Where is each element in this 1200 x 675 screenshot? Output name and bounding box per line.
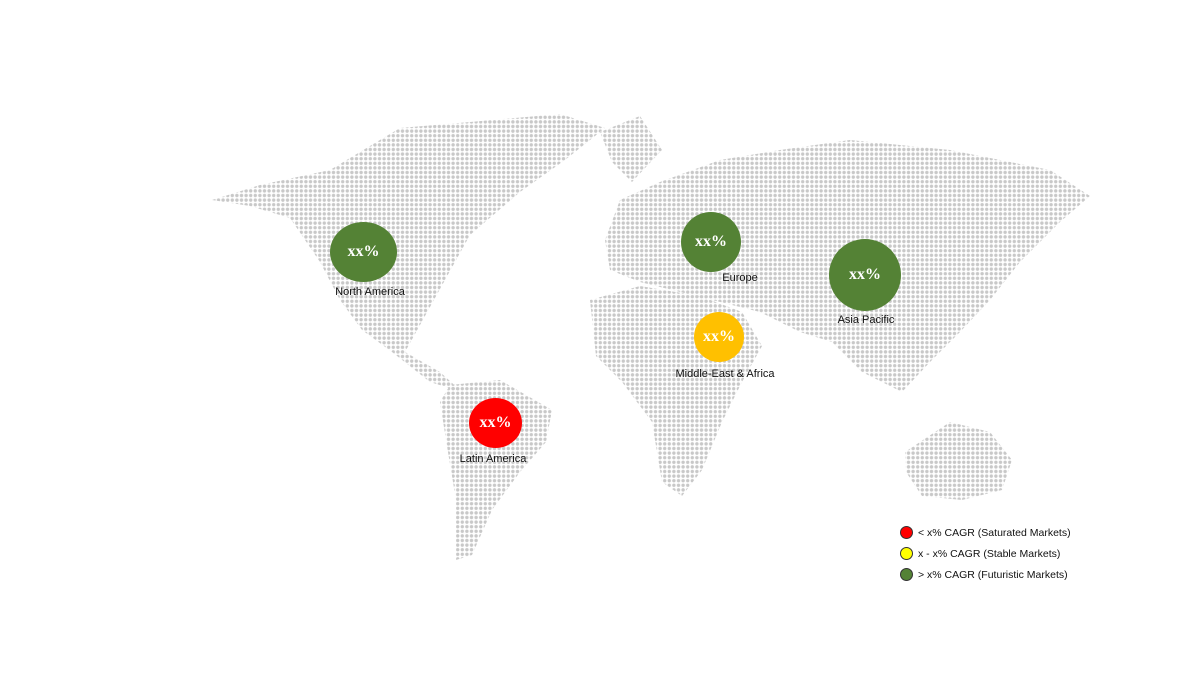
asia-pacific-value: xx% — [849, 266, 881, 283]
greenland-landmass — [600, 116, 662, 182]
middle-east-africa-label: Middle-East & Africa — [675, 368, 775, 380]
asia-pacific-bubble: xx% — [829, 239, 901, 311]
legend-item-saturated: < x% CAGR (Saturated Markets) — [900, 522, 1071, 543]
asia-pacific-label: Asia Pacific — [837, 314, 895, 326]
middle-east-africa-bubble: xx% — [694, 312, 744, 362]
middle-east-africa-value: xx% — [703, 328, 735, 345]
latin-america-label: Latin America — [459, 453, 527, 465]
north-america-landmass — [212, 114, 605, 392]
north-america-label: North America — [335, 286, 405, 298]
europe-bubble: xx% — [681, 212, 741, 272]
red-dot-icon — [900, 526, 913, 539]
legend-item-stable: x - x% CAGR (Stable Markets) — [900, 543, 1071, 564]
south-america-landmass — [440, 380, 552, 560]
legend: < x% CAGR (Saturated Markets) x - x% CAG… — [900, 522, 1071, 585]
north-america-bubble: xx% — [330, 222, 397, 282]
legend-label: < x% CAGR (Saturated Markets) — [918, 526, 1071, 539]
latin-america-value: xx% — [479, 414, 512, 431]
legend-label: x - x% CAGR (Stable Markets) — [918, 547, 1061, 560]
yellow-dot-icon — [900, 547, 913, 560]
europe-label: Europe — [722, 272, 758, 284]
latin-america-bubble: xx% — [469, 398, 522, 448]
north-america-value: xx% — [347, 243, 380, 260]
legend-item-futuristic: > x% CAGR (Futuristic Markets) — [900, 564, 1071, 585]
australia-landmass — [905, 422, 1012, 500]
green-dot-icon — [900, 568, 913, 581]
europe-value: xx% — [695, 233, 727, 250]
legend-label: > x% CAGR (Futuristic Markets) — [918, 568, 1068, 581]
africa-landmass — [590, 286, 762, 496]
